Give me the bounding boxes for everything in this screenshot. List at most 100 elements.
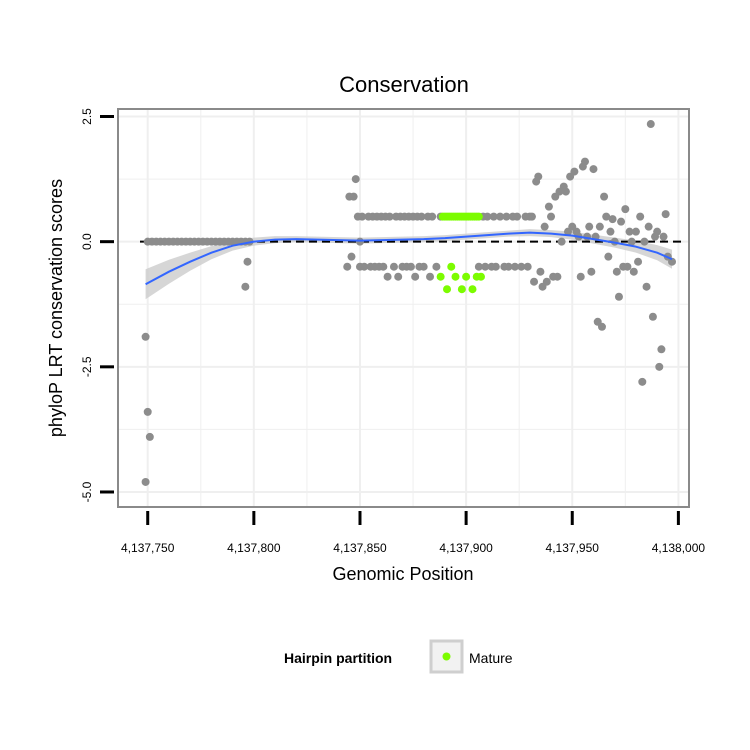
x-tick-label: 4,138,000 — [652, 541, 706, 555]
data-point — [483, 212, 492, 221]
data-point — [587, 267, 596, 276]
data-point — [411, 272, 420, 281]
data-point — [542, 277, 551, 286]
mature-point — [474, 212, 483, 221]
data-point — [625, 227, 634, 236]
data-point — [646, 120, 655, 129]
data-point — [668, 257, 677, 266]
smooth-line-layer — [145, 231, 673, 286]
data-point — [617, 217, 626, 226]
data-point — [648, 312, 657, 321]
data-point — [523, 262, 532, 271]
data-point — [145, 432, 154, 441]
data-point — [351, 175, 360, 184]
data-point — [644, 222, 653, 231]
mature-point — [443, 285, 452, 294]
data-point — [527, 212, 536, 221]
panel-border — [117, 108, 690, 508]
legend-key-box — [429, 639, 464, 674]
mature-point — [451, 272, 460, 281]
data-point — [426, 272, 435, 281]
data-point — [143, 407, 152, 416]
data-point — [360, 262, 369, 271]
data-point — [385, 212, 394, 221]
y-axis-title: phyloP LRT conservation scores — [46, 179, 66, 437]
data-point — [629, 267, 638, 276]
data-point — [530, 277, 539, 286]
data-point — [661, 210, 670, 219]
data-point — [606, 227, 615, 236]
mature-point — [462, 272, 471, 281]
data-point — [417, 212, 426, 221]
data-point — [544, 202, 553, 211]
x-axis-title: Genomic Position — [332, 564, 473, 584]
data-point — [659, 232, 668, 241]
data-point — [241, 282, 250, 291]
data-point — [604, 252, 613, 261]
data-point — [657, 345, 666, 354]
data-point — [504, 262, 513, 271]
x-tick-label: 4,137,950 — [546, 541, 600, 555]
data-point — [638, 377, 647, 386]
data-point — [349, 192, 358, 201]
data-point — [243, 257, 252, 266]
y-tick-label: -5.0 — [80, 481, 94, 502]
smooth-line — [145, 231, 673, 286]
x-tick-label: 4,137,800 — [227, 541, 281, 555]
y-tick-label: 0.0 — [80, 233, 94, 250]
data-point — [394, 272, 403, 281]
data-point — [608, 215, 617, 224]
data-point — [642, 282, 651, 291]
data-point — [640, 237, 649, 246]
data-point — [406, 262, 415, 271]
mature-point — [468, 285, 477, 294]
data-point — [428, 212, 437, 221]
data-point — [631, 227, 640, 236]
data-point — [419, 262, 428, 271]
data-point — [517, 262, 526, 271]
data-point — [612, 267, 621, 276]
data-point — [389, 262, 398, 271]
data-point — [358, 212, 367, 221]
data-point — [553, 272, 562, 281]
data-point — [621, 205, 630, 214]
data-point — [547, 212, 556, 221]
data-point — [481, 262, 490, 271]
data-point — [595, 222, 604, 231]
data-point — [141, 477, 150, 486]
data-point — [557, 237, 566, 246]
data-point — [576, 272, 585, 281]
data-point — [379, 262, 388, 271]
y-axis: -5.0 -2.5 0.0 2.5 — [80, 108, 114, 502]
data-point — [347, 252, 356, 261]
data-point — [536, 267, 545, 276]
x-tick-label: 4,137,900 — [439, 541, 493, 555]
x-axis: 4,137,750 4,137,800 4,137,850 4,137,900 4,13… — [121, 511, 705, 555]
legend-label-mature: Mature — [469, 650, 513, 666]
mature-point — [447, 262, 456, 271]
data-point — [432, 262, 441, 271]
data-point — [510, 262, 519, 271]
data-point — [513, 212, 522, 221]
points-mature — [436, 212, 485, 294]
data-point — [496, 212, 505, 221]
legend-key-mature-dot — [442, 652, 451, 661]
data-point — [600, 192, 609, 201]
legend: Hairpin partition Mature — [284, 639, 513, 674]
mature-point — [436, 272, 445, 281]
data-point — [489, 212, 498, 221]
legend-title: Hairpin partition — [284, 650, 392, 666]
data-point — [623, 262, 632, 271]
data-point — [634, 257, 643, 266]
mature-point — [476, 272, 485, 281]
data-point — [540, 222, 549, 231]
data-point — [383, 272, 392, 281]
y-tick-label: -2.5 — [80, 356, 94, 377]
data-point — [355, 237, 364, 246]
y-tick-label: 2.5 — [80, 108, 94, 125]
data-point — [502, 212, 511, 221]
data-point — [653, 227, 662, 236]
data-point — [627, 237, 636, 246]
data-point — [614, 292, 623, 301]
x-tick-label: 4,137,850 — [333, 541, 387, 555]
